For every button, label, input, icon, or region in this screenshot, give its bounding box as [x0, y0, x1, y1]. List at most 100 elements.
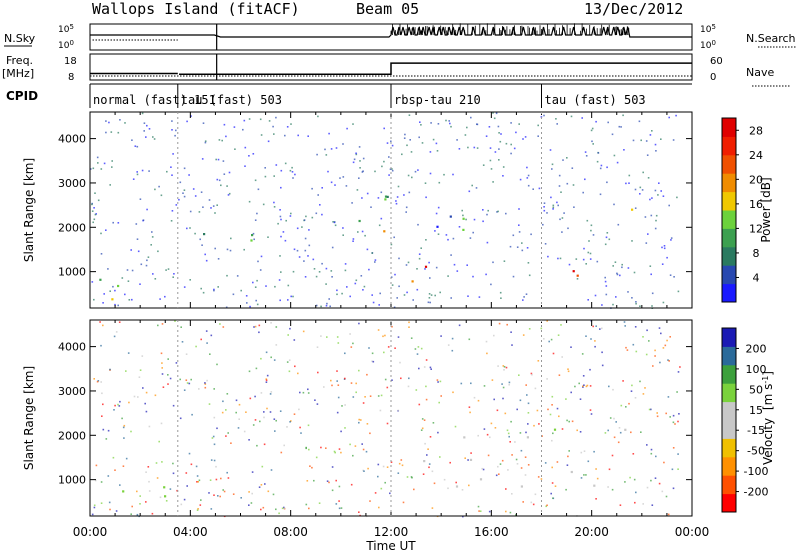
heatmap-cell — [190, 115, 192, 117]
freq-panel: Freq. [MHz] 18 8 60 0 Nave — [2, 53, 790, 87]
heatmap-cell — [652, 365, 654, 367]
heatmap-cell — [648, 408, 651, 411]
heatmap-cell — [583, 384, 585, 386]
heatmap-cell — [626, 349, 629, 351]
heatmap-cell — [486, 213, 488, 216]
heatmap-cell — [389, 492, 391, 495]
heatmap-cell — [619, 431, 622, 434]
heatmap-cell — [294, 365, 296, 368]
heatmap-cell — [408, 321, 410, 324]
heatmap-cell — [369, 395, 372, 397]
heatmap-cell — [498, 159, 500, 161]
heatmap-cell — [407, 174, 410, 177]
heatmap-cell — [245, 295, 248, 297]
heatmap-cell — [254, 395, 256, 398]
heatmap-cell — [119, 400, 121, 403]
heatmap-cell — [622, 380, 624, 382]
heatmap-cell — [342, 234, 344, 236]
heatmap-cell — [194, 195, 197, 197]
heatmap-cell — [138, 376, 141, 378]
heatmap-cell — [559, 257, 562, 260]
heatmap-cell — [315, 304, 318, 307]
heatmap-cell — [145, 264, 148, 267]
heatmap-cell — [124, 293, 126, 296]
heatmap-cell — [256, 444, 258, 447]
heatmap-cell — [672, 139, 675, 141]
heatmap-cell — [527, 184, 530, 187]
heatmap-cell — [607, 121, 609, 124]
heatmap-cell — [262, 506, 265, 509]
heatmap-cell — [342, 176, 345, 178]
heatmap-cell — [655, 214, 658, 217]
heatmap-cell — [424, 265, 428, 268]
heatmap-cell — [514, 441, 516, 443]
heatmap-cell — [307, 135, 309, 137]
heatmap-cell — [259, 269, 262, 271]
heatmap-cell — [411, 280, 414, 283]
heatmap-cell — [490, 422, 493, 425]
heatmap-cell — [108, 501, 111, 504]
heatmap-cell — [363, 470, 365, 472]
heatmap-cell — [352, 123, 354, 125]
heatmap-cell — [205, 259, 208, 262]
heatmap-cell — [449, 461, 451, 464]
heatmap-cell — [597, 152, 600, 154]
freq-tick-top: 18 — [64, 56, 77, 67]
heatmap-cell — [189, 279, 191, 281]
heatmap-cell — [365, 450, 368, 453]
heatmap-cell — [650, 448, 653, 451]
heatmap-cell — [590, 413, 593, 415]
heatmap-cell — [582, 385, 584, 387]
heatmap-cell — [613, 417, 615, 420]
heatmap-cell — [248, 118, 251, 120]
heatmap-cell — [270, 322, 272, 324]
heatmap-cell — [293, 413, 296, 415]
heatmap-cell — [667, 396, 670, 398]
heatmap-cell — [305, 446, 307, 449]
heatmap-cell — [651, 130, 653, 132]
heatmap-cell — [416, 353, 419, 355]
tick-exponent: 0 — [69, 39, 73, 47]
heatmap-cell — [632, 343, 635, 346]
heatmap-cell — [557, 204, 559, 207]
heatmap-cell — [316, 153, 318, 156]
heatmap-cell — [154, 278, 157, 280]
heatmap-cell — [424, 268, 426, 270]
heatmap-cell — [538, 423, 540, 425]
heatmap-cell — [428, 297, 431, 299]
heatmap-cell — [226, 274, 228, 277]
heatmap-cell — [567, 370, 570, 373]
heatmap-cell — [492, 112, 494, 114]
heatmap-cell — [642, 336, 644, 338]
heatmap-cell — [150, 244, 152, 246]
heatmap-cell — [561, 217, 564, 219]
heatmap-cell — [208, 199, 211, 201]
heatmap-cell — [374, 259, 377, 261]
heatmap-cell — [377, 395, 380, 397]
heatmap-cell — [317, 371, 319, 374]
heatmap-cell — [585, 335, 587, 337]
heatmap-cell — [367, 467, 369, 470]
heatmap-cell — [171, 174, 173, 176]
heatmap-cell — [148, 170, 150, 172]
heatmap-cell — [420, 347, 423, 350]
heatmap-cell — [105, 131, 107, 134]
heatmap-cell — [260, 134, 263, 136]
heatmap-cell — [166, 170, 168, 173]
heatmap-cell — [312, 258, 315, 261]
heatmap-cell — [621, 266, 623, 269]
heatmap-cell — [306, 480, 309, 482]
heatmap-cell — [121, 277, 124, 279]
heatmap-cell — [594, 294, 597, 297]
heatmap-cell — [599, 167, 602, 170]
heatmap-cell — [93, 506, 96, 509]
heatmap-cell — [391, 168, 393, 170]
heatmap-cell — [407, 261, 410, 264]
heatmap-cell — [666, 256, 668, 259]
heatmap-cell — [204, 140, 207, 142]
heatmap-cell — [527, 262, 530, 264]
heatmap-cell — [485, 340, 488, 343]
heatmap-cell — [330, 148, 333, 150]
heatmap-cell — [341, 405, 343, 407]
